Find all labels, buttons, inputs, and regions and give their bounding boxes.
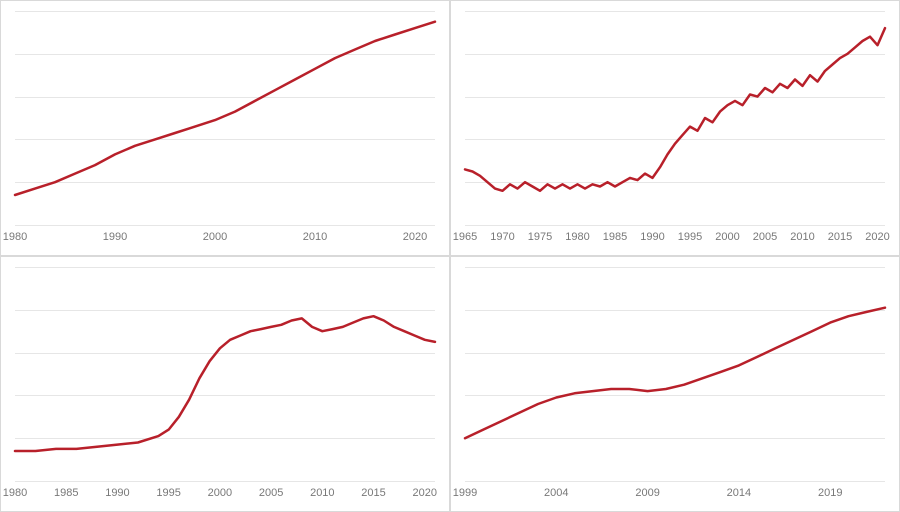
x-tick-label: 1975 [528, 231, 552, 243]
plot-area [15, 11, 435, 225]
x-tick-label: 2000 [715, 231, 739, 243]
gridline [465, 481, 885, 482]
gridline [465, 225, 885, 226]
x-tick-label: 2020 [865, 231, 889, 243]
x-tick-label: 2004 [544, 487, 568, 499]
x-tick-label: 2010 [310, 487, 334, 499]
x-axis: 198019851990199520002005201020152020 [15, 487, 435, 505]
panel-bottom-right: 1999 2004 2009 2014 2019 [450, 256, 900, 512]
x-axis: 19992004200920142019 [465, 487, 885, 505]
plot-area [465, 11, 885, 225]
x-tick-label: 1980 [3, 231, 27, 243]
x-tick-label: 2015 [828, 231, 852, 243]
x-tick-label: 2010 [790, 231, 814, 243]
gridline [15, 225, 435, 226]
x-tick-label: 2014 [727, 487, 751, 499]
x-axis: 1965197019751980198519901995200020052010… [465, 231, 885, 249]
x-tick-label: 1990 [103, 231, 127, 243]
x-tick-label: 2000 [208, 487, 232, 499]
plot-area [465, 267, 885, 481]
x-tick-label: 2005 [753, 231, 777, 243]
x-tick-label: 2010 [303, 231, 327, 243]
x-tick-label: 2020 [403, 231, 427, 243]
x-tick-label: 1995 [678, 231, 702, 243]
panel-top-left: 1980 1990 2000 2010 2020 [0, 0, 450, 256]
x-tick-label: 2019 [818, 487, 842, 499]
x-axis: 19801990200020102020 [15, 231, 435, 249]
line-series [465, 11, 885, 225]
line-series [15, 267, 435, 481]
plot-area [15, 267, 435, 481]
x-tick-label: 2015 [361, 487, 385, 499]
x-tick-label: 1995 [156, 487, 180, 499]
x-tick-label: 1985 [54, 487, 78, 499]
gridline [15, 481, 435, 482]
x-tick-label: 1990 [640, 231, 664, 243]
x-tick-label: 1980 [565, 231, 589, 243]
panel-bottom-left: 1980 1985 1990 1995 2000 2005 2010 2015 2020 [0, 256, 450, 512]
x-tick-label: 1980 [3, 487, 27, 499]
line-series [15, 11, 435, 225]
panel-top-right: 1965 1970 1975 1980 1985 1990 1995 2000 2005 2010… [450, 0, 900, 256]
line-series [465, 267, 885, 481]
x-tick-label: 2009 [635, 487, 659, 499]
chart-grid: 19801990200020102020 1965197019751980198… [0, 0, 900, 512]
x-tick-label: 1985 [603, 231, 627, 243]
x-tick-label: 1965 [453, 231, 477, 243]
x-tick-label: 2005 [259, 487, 283, 499]
x-tick-label: 2000 [203, 231, 227, 243]
x-tick-label: 1990 [105, 487, 129, 499]
x-tick-label: 1999 [453, 487, 477, 499]
x-tick-label: 2020 [413, 487, 437, 499]
x-tick-label: 1970 [490, 231, 514, 243]
